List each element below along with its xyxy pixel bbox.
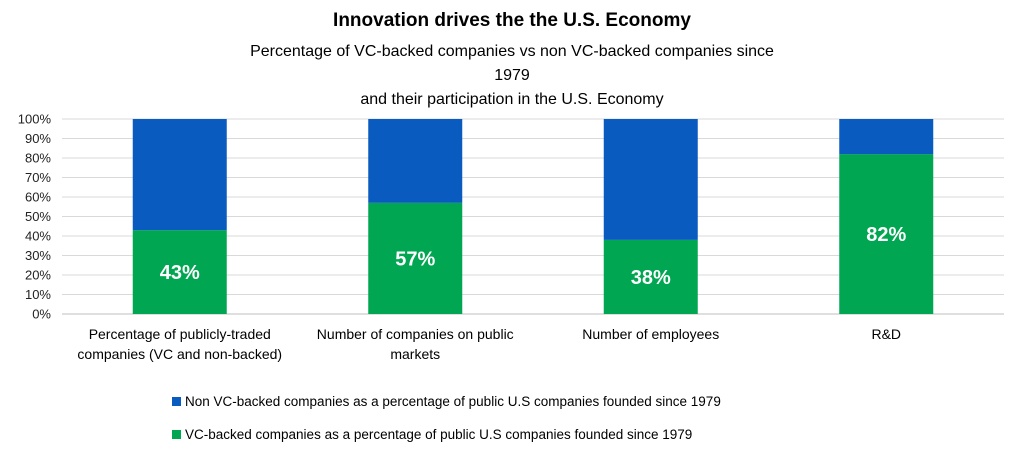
bar-vc-backed [368, 202, 463, 314]
y-tick-label: 90% [25, 131, 51, 146]
chart-title: Innovation drives the the U.S. Economy [333, 10, 691, 31]
bar-vc-backed [132, 230, 227, 314]
x-category-label-line: markets [390, 346, 441, 362]
bar-non-vc-backed [839, 119, 934, 155]
y-tick-label: 30% [25, 248, 51, 263]
y-tick-label: 70% [25, 170, 51, 185]
bar-vc-backed [839, 154, 934, 314]
legend-item-vc: VC-backed companies as a percentage of p… [172, 427, 692, 443]
bar-non-vc-backed [603, 119, 698, 240]
bar-value-label: 57% [395, 248, 435, 270]
x-category-label: R&D [771, 324, 1001, 344]
y-tick-label: 0% [32, 307, 51, 322]
bar-value-label: 43% [160, 262, 200, 284]
bar-non-vc-backed [132, 119, 227, 231]
chart-subtitle: Percentage of VC-backed companies vs non… [250, 40, 774, 112]
bar-value-label: 38% [631, 267, 671, 289]
legend-label-vc: VC-backed companies as a percentage of p… [185, 427, 693, 442]
x-category-label: Number of employees [536, 324, 766, 344]
y-tick-label: 80% [25, 151, 51, 166]
y-tick-label: 50% [25, 209, 51, 224]
x-category-label-line: Number of companies on public [316, 326, 514, 342]
chart-subtitle-line-2: and their participation in the U.S. Econ… [360, 91, 664, 108]
bar-value-label: 82% [866, 224, 906, 246]
x-category-label: Number of companies on public markets [300, 324, 530, 364]
bar-vc-backed [603, 239, 698, 314]
legend-swatch-non-vc [172, 397, 181, 406]
legend-label-non-vc: Non VC-backed companies as a percentage … [185, 394, 721, 409]
y-tick-label: 40% [25, 229, 51, 244]
x-category-label: Percentage of publicly-traded companies (… [65, 324, 295, 364]
y-tick-label: 20% [25, 268, 51, 283]
x-category-label-line: Percentage of publicly-traded [88, 326, 271, 342]
x-category-label-line: companies (VC and non-backed) [77, 346, 283, 362]
y-tick-label: 100% [18, 112, 52, 127]
y-tick-label: 60% [25, 190, 51, 205]
bar-value-labels: 43% 57% 38% 82% [160, 224, 907, 289]
chart-subtitle-line-1: Percentage of VC-backed companies vs non… [250, 43, 774, 84]
legend-item-non-vc: Non VC-backed companies as a percentage … [172, 394, 721, 410]
x-category-label-line: R&D [871, 326, 902, 342]
y-axis: 0% 10% 20% 30% 40% 50% 60% 70% 80% 90% 100% [18, 112, 52, 322]
bars [132, 119, 934, 314]
x-category-label-line: Number of employees [582, 326, 720, 342]
bar-non-vc-backed [368, 119, 463, 203]
legend-swatch-vc [172, 430, 181, 439]
y-tick-label: 10% [25, 287, 51, 302]
